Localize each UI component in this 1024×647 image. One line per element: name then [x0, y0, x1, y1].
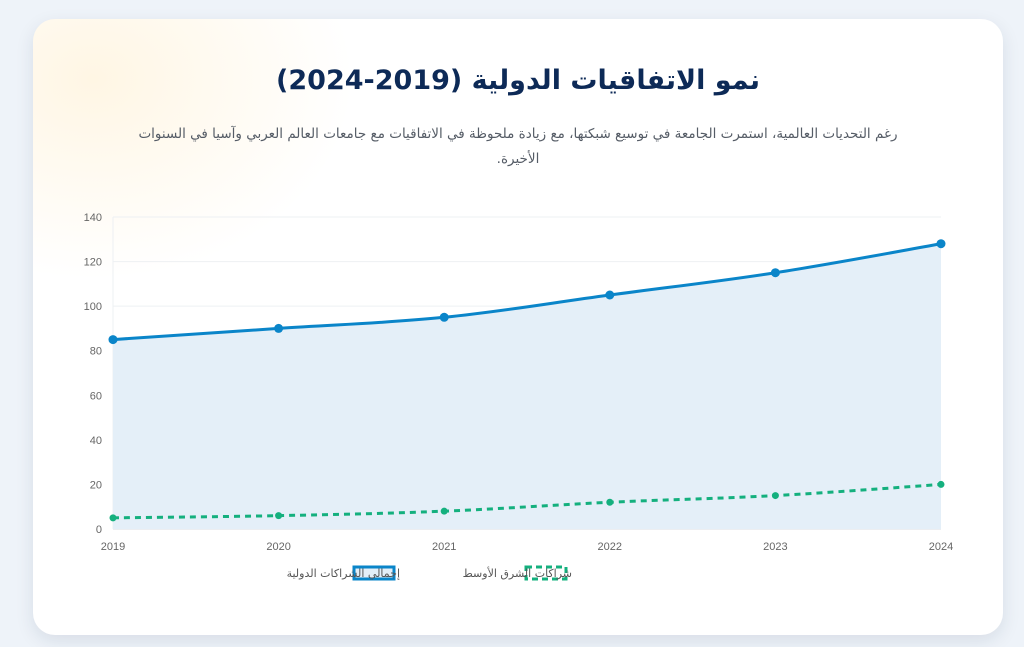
legend-swatch-total [352, 565, 396, 581]
data-point-middle-east [606, 498, 614, 506]
series-area-fill [113, 243, 941, 529]
y-tick-label: 20 [90, 479, 102, 491]
data-point-middle-east [440, 507, 448, 515]
y-tick-label: 0 [96, 524, 102, 536]
data-point-total [108, 335, 118, 345]
legend-swatch-middle-east [524, 565, 568, 581]
x-tick-label: 2019 [101, 541, 125, 553]
y-tick-label: 120 [84, 257, 102, 269]
x-tick-label: 2022 [598, 541, 622, 553]
x-tick-label: 2024 [929, 541, 953, 553]
y-tick-label: 80 [90, 346, 102, 358]
page-subtitle: رغم التحديات العالمية، استمرت الجامعة في… [138, 126, 898, 167]
data-point-middle-east [109, 514, 117, 522]
x-tick-label: 2023 [763, 541, 787, 553]
data-point-total [605, 290, 615, 300]
legend-label-total: إجمالي الشراكات الدولية [287, 567, 400, 580]
page-title: نمو الاتفاقيات الدولية (2019-2024) [276, 65, 760, 96]
y-tick-label: 40 [90, 435, 102, 447]
data-point-middle-east [275, 512, 283, 520]
data-point-middle-east [771, 492, 779, 500]
y-tick-label: 140 [84, 212, 102, 224]
series-line-total [112, 242, 942, 342]
data-point-total [274, 323, 284, 333]
x-tick-label: 2020 [266, 541, 290, 553]
series-line-middle-east [112, 482, 942, 520]
data-point-total [770, 268, 780, 278]
y-tick-label: 60 [90, 390, 102, 402]
y-tick-label: 100 [84, 301, 102, 313]
data-point-total [439, 312, 449, 322]
data-point-middle-east [937, 480, 945, 488]
x-tick-label: 2021 [432, 541, 456, 553]
data-point-total [936, 239, 946, 249]
legend-label-middle-east: شراكات الشرق الأوسط [463, 566, 572, 580]
